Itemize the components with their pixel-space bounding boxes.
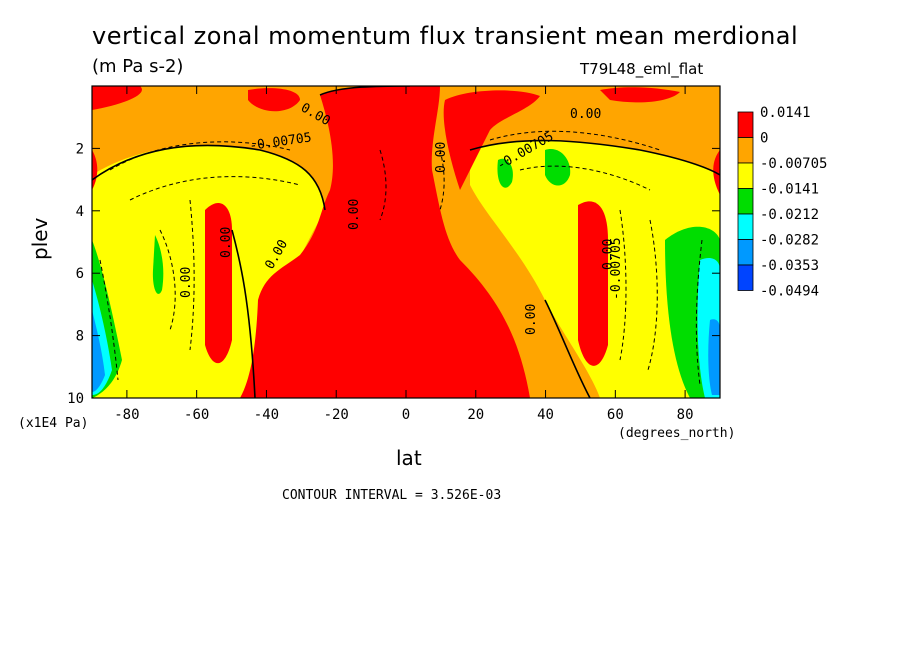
chart-title: vertical zonal momentum flux transient m…	[92, 22, 799, 50]
x-tick-label: -60	[184, 407, 209, 423]
colorbar-label: 0.0141	[760, 105, 811, 121]
y-axis-ticks: 2 4 6 8 10	[67, 141, 720, 407]
contour-label: 0.00	[219, 227, 234, 258]
x-tick-label: -40	[254, 407, 279, 423]
contour-label: 0.00	[570, 107, 601, 122]
y-tick-label: 8	[76, 329, 84, 345]
colorbar-legend: 0.0141 0 -0.00705 -0.0141 -0.0212 -0.0282 -0.0…	[737, 105, 827, 300]
colorbar-label: -0.00705	[760, 156, 827, 172]
x-tick-label: 80	[677, 407, 694, 423]
x-tick-label: -20	[324, 407, 349, 423]
colorbar-label: -0.0282	[760, 233, 819, 249]
y-tick-label: 6	[76, 266, 84, 282]
colorbar-swatch	[737, 162, 754, 189]
units-label: (m Pa s-2)	[92, 56, 184, 77]
filled-contours	[92, 86, 720, 398]
x-tick-label: 60	[607, 407, 624, 423]
colorbar-swatch	[737, 111, 754, 138]
colorbar-swatch	[737, 188, 754, 215]
x-tick-label: 20	[467, 407, 484, 423]
x-tick-label: 0	[402, 407, 410, 423]
contour-label: -0.00705	[609, 237, 624, 300]
colorbar-label: -0.0353	[760, 258, 819, 274]
contour-label: 0.00	[347, 199, 362, 230]
contour-label: 0.00	[434, 142, 449, 173]
y-tick-label: 4	[76, 204, 84, 220]
colorbar-label: 0	[760, 131, 768, 147]
y-axis-label: plev	[28, 217, 52, 260]
colorbar-label: -0.0212	[760, 207, 819, 223]
contour-label: 0.00	[179, 267, 194, 298]
contour-label: 0.00	[524, 304, 539, 335]
y-axis-units: (x1E4 Pa)	[18, 416, 89, 431]
x-axis-units: (degrees_north)	[618, 426, 736, 441]
colorbar-label: -0.0494	[760, 284, 819, 300]
y-tick-label: 2	[76, 141, 84, 157]
contour-label: 0.00	[601, 239, 616, 270]
colorbar-swatch	[737, 264, 754, 291]
x-axis-ticks: -80 -60 -40 -20 0 20 40 60 80	[114, 86, 694, 423]
x-tick-label: -80	[114, 407, 139, 423]
colorbar-swatch	[737, 137, 754, 164]
colorbar-swatch	[737, 239, 754, 266]
x-axis-label: lat	[396, 446, 422, 470]
colorbar-label: -0.0141	[760, 182, 819, 198]
model-label: T79L48_eml_flat	[580, 60, 704, 78]
colorbar-swatch	[737, 213, 754, 240]
y-tick-label: 10	[67, 391, 84, 407]
contour-interval: CONTOUR INTERVAL = 3.526E-03	[282, 488, 502, 503]
x-tick-label: 40	[537, 407, 554, 423]
